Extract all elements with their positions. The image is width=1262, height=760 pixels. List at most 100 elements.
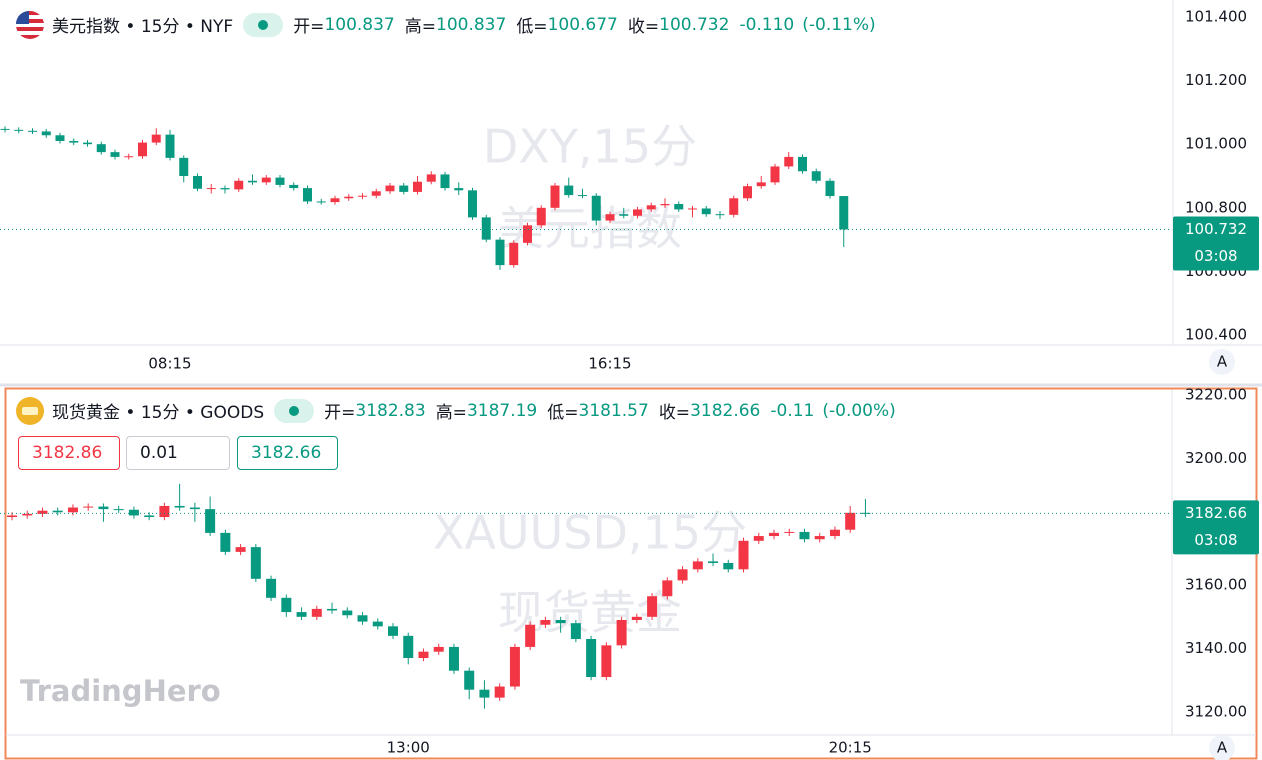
- y-tick-label: 3140.00: [1185, 639, 1247, 657]
- ohlc-label: 收=: [627, 17, 660, 37]
- scale-button-bg[interactable]: [1209, 735, 1235, 760]
- candle-body: [261, 177, 271, 183]
- ohlc-value: 100.732: [659, 14, 730, 35]
- candle-body: [660, 204, 670, 206]
- status-pill: [243, 12, 284, 37]
- candle-body: [179, 157, 189, 177]
- candle-body: [0, 128, 10, 130]
- candle-body: [494, 686, 505, 698]
- candle-body: [311, 608, 322, 617]
- candle-body: [357, 615, 368, 622]
- candle-body: [479, 689, 490, 698]
- price-label: 100.732: [1185, 220, 1247, 238]
- trade-button[interactable]: 3182.86: [18, 436, 120, 470]
- candle-body: [674, 204, 684, 210]
- candle-body: [536, 207, 546, 226]
- y-tick-label: 3220.00: [1185, 386, 1247, 404]
- ohlc-value: 100.837: [436, 14, 507, 35]
- change-pct: (-0.11%): [802, 14, 876, 35]
- candle-body: [738, 540, 749, 570]
- candle-body: [7, 515, 17, 518]
- candle-body: [433, 646, 444, 652]
- ohlc-label: 开=: [293, 17, 325, 37]
- candle-body: [275, 177, 285, 185]
- trade-button[interactable]: 0.01: [126, 436, 230, 470]
- ohlc-value: 3181.57: [578, 400, 649, 421]
- candle-body: [296, 612, 307, 617]
- candle-body: [388, 626, 398, 636]
- candle-body: [591, 195, 601, 221]
- price-badge: [1173, 500, 1259, 555]
- candle-body: [189, 507, 200, 510]
- candle-body: [358, 195, 367, 197]
- candle-body: [28, 130, 37, 132]
- candle-body: [250, 547, 261, 579]
- candle-body: [605, 214, 615, 221]
- ohlc-value: 100.837: [324, 14, 395, 35]
- candle-body: [234, 180, 244, 190]
- candle-body: [798, 156, 807, 172]
- candle-body: [69, 140, 79, 143]
- candle-body: [138, 142, 147, 157]
- candle-body: [303, 188, 312, 202]
- logo: TradingHero: [20, 674, 221, 708]
- candle-body: [372, 621, 383, 627]
- candle-body: [723, 562, 734, 570]
- status-dot: [289, 405, 300, 416]
- candle-body: [646, 205, 656, 210]
- y-tick-label: 101.000: [1185, 135, 1247, 153]
- candle-body: [845, 512, 856, 530]
- candle-body: [385, 185, 395, 192]
- candle-body: [616, 620, 627, 646]
- candle-body: [205, 509, 216, 533]
- scale-button-bg[interactable]: [1209, 349, 1235, 375]
- candle-body: [692, 561, 703, 570]
- candle-body: [633, 209, 642, 216]
- candle-body: [206, 188, 216, 190]
- candle-body: [37, 510, 48, 514]
- trade-button[interactable]: 3182.66: [237, 436, 338, 470]
- candle-body: [860, 512, 871, 514]
- candle-body: [811, 171, 821, 181]
- candle-body: [55, 135, 65, 141]
- status-pill: [274, 398, 315, 423]
- ohlc-label: 低=: [547, 403, 579, 423]
- scale-button[interactable]: A: [1217, 353, 1228, 371]
- symbol: 美元指数 • 15分 • NYF: [52, 17, 234, 37]
- candle-body: [631, 616, 642, 620]
- ohlc-value: 3182.66: [690, 400, 761, 421]
- y-tick-label: 101.400: [1185, 7, 1247, 25]
- candle-body: [113, 509, 124, 511]
- candle-body: [193, 176, 202, 189]
- price-label: 3182.66: [1185, 504, 1247, 522]
- candle-body: [330, 198, 340, 203]
- candle-body: [371, 191, 381, 196]
- candle-body: [110, 152, 120, 157]
- legend-header: 美元指数 • 15分 • NYF 开= 100.837 高= 100.837 低= 100.…: [52, 12, 884, 37]
- symbol: 现货黄金 • 15分 • GOODS: [52, 403, 265, 423]
- candle-body: [220, 188, 230, 190]
- candle-body: [540, 620, 551, 625]
- candle-body: [564, 185, 574, 196]
- candle-body: [708, 561, 719, 563]
- candle-body: [440, 174, 450, 189]
- x-tick-label: 08:15: [148, 355, 191, 373]
- candle-body: [578, 195, 587, 197]
- y-tick-label: 3120.00: [1185, 702, 1247, 720]
- candle-body: [403, 635, 414, 659]
- candle-body: [495, 239, 505, 266]
- candle-body: [418, 651, 429, 659]
- ohlc-value: 100.677: [547, 14, 618, 35]
- flag-icon: [16, 11, 44, 39]
- candle-body: [829, 529, 840, 537]
- candle-body: [316, 201, 326, 203]
- candle-body: [770, 166, 780, 183]
- candle-body: [756, 182, 766, 187]
- candle-body: [586, 639, 597, 678]
- x-tick-label: 20:15: [829, 739, 872, 757]
- change-pct: (-0.00%): [822, 400, 896, 421]
- x-tick-label: 13:00: [387, 739, 430, 757]
- scale-button[interactable]: A: [1217, 739, 1228, 757]
